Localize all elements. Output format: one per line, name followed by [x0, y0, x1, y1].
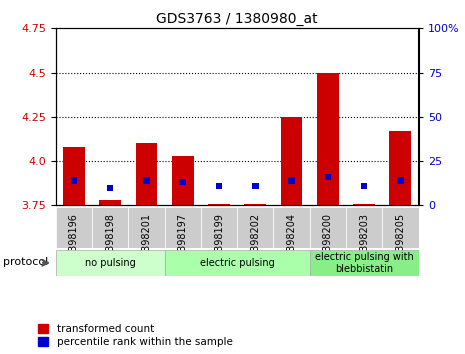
Bar [245, 204, 266, 205]
Bar [252, 183, 259, 189]
Text: GSM398204: GSM398204 [286, 213, 297, 272]
Text: GSM398200: GSM398200 [323, 213, 333, 272]
Bar [143, 177, 150, 184]
Text: GSM398205: GSM398205 [395, 213, 405, 272]
Bar [325, 174, 331, 180]
Text: GSM398203: GSM398203 [359, 213, 369, 272]
Bar [390, 131, 411, 205]
Bar [346, 207, 382, 248]
Text: protocol: protocol [3, 257, 48, 267]
Bar [136, 143, 157, 205]
Bar [165, 207, 201, 248]
Bar [361, 183, 367, 189]
Bar [56, 250, 165, 276]
Bar [56, 207, 92, 248]
Bar [281, 117, 302, 205]
Bar [208, 204, 230, 205]
Text: GSM398202: GSM398202 [250, 213, 260, 272]
Bar [165, 250, 310, 276]
Text: electric pulsing: electric pulsing [200, 258, 274, 268]
Bar [100, 200, 121, 205]
Bar [310, 207, 346, 248]
Bar [216, 183, 222, 189]
Text: GSM398198: GSM398198 [105, 213, 115, 272]
Bar [172, 156, 193, 205]
Bar [179, 179, 186, 185]
Bar [288, 177, 295, 184]
Bar [107, 184, 113, 191]
Bar [63, 147, 85, 205]
Bar [92, 207, 128, 248]
Bar [353, 204, 375, 205]
Bar [128, 207, 165, 248]
Bar [397, 177, 404, 184]
Legend: transformed count, percentile rank within the sample: transformed count, percentile rank withi… [38, 324, 232, 347]
Bar [310, 250, 418, 276]
Bar [317, 73, 339, 205]
Bar [201, 207, 237, 248]
Bar [273, 207, 310, 248]
Text: GSM398201: GSM398201 [141, 213, 152, 272]
Bar [382, 207, 418, 248]
Bar [237, 207, 273, 248]
Text: electric pulsing with
blebbistatin: electric pulsing with blebbistatin [315, 252, 413, 274]
Text: no pulsing: no pulsing [85, 258, 136, 268]
Bar [71, 177, 77, 184]
Text: GSM398197: GSM398197 [178, 213, 188, 272]
Text: GSM398196: GSM398196 [69, 213, 79, 272]
Title: GDS3763 / 1380980_at: GDS3763 / 1380980_at [156, 12, 318, 26]
Text: GSM398199: GSM398199 [214, 213, 224, 272]
